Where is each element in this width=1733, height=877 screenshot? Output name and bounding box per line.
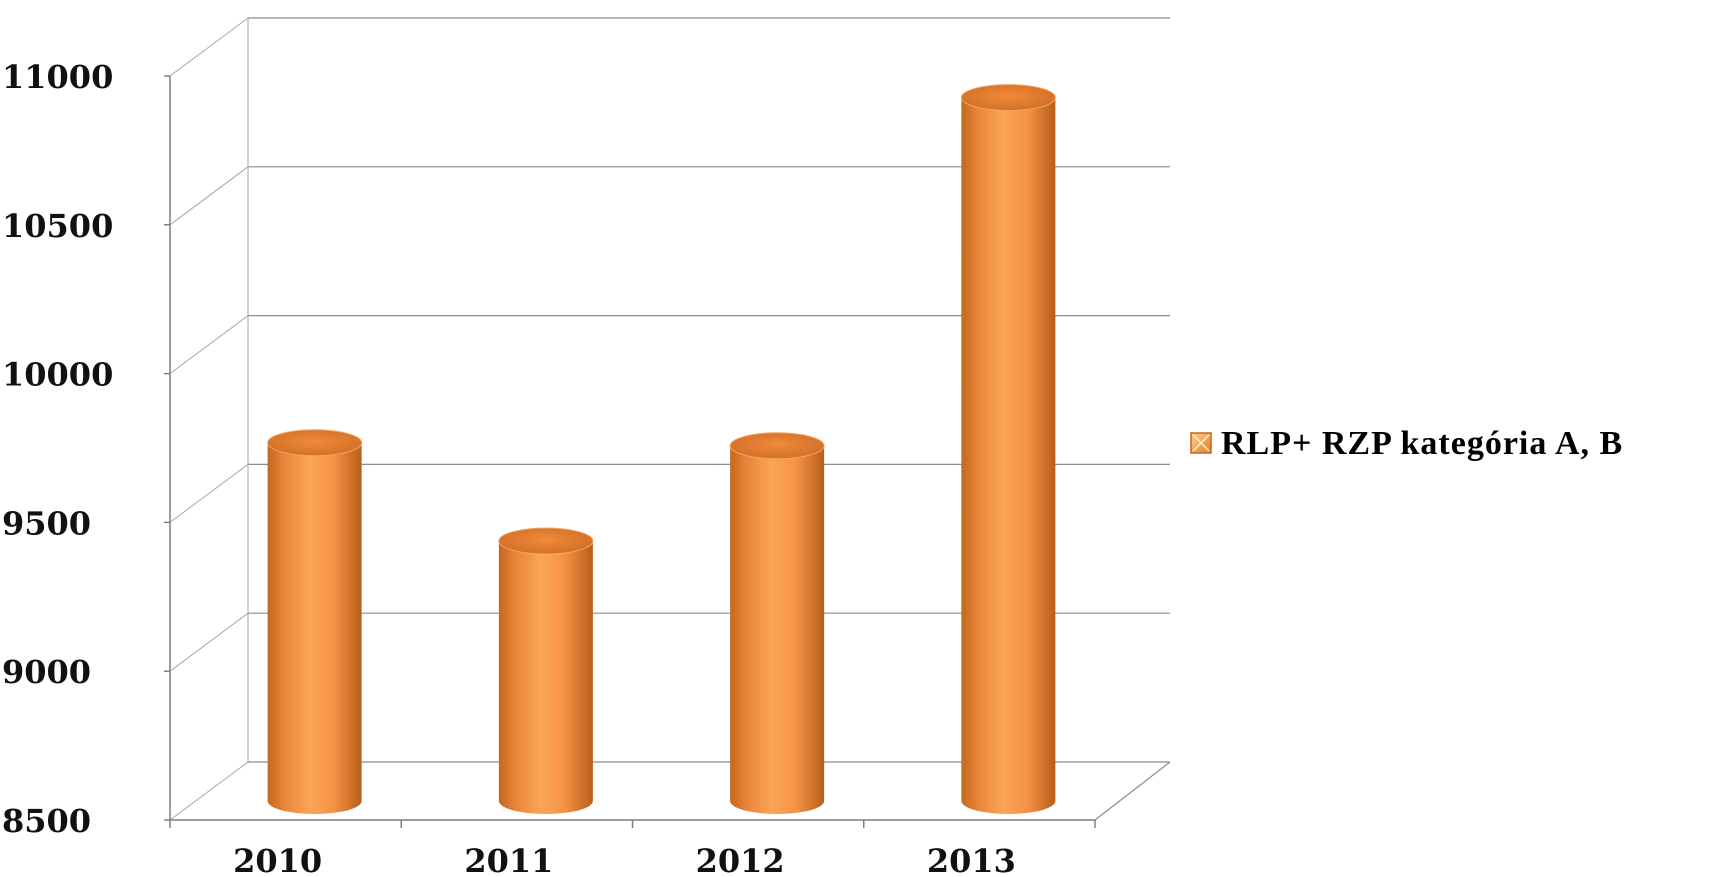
- y-tick-label: 8500: [2, 802, 91, 840]
- gridline-side: [169, 761, 249, 821]
- bar-2011: [498, 527, 594, 814]
- legend-swatch-highlight-2: [1192, 434, 1210, 452]
- bar-body: [267, 442, 362, 814]
- bars: [267, 84, 1056, 815]
- bar-body: [498, 541, 593, 814]
- bar-top: [267, 429, 363, 457]
- x-tick-label: 2012: [696, 842, 785, 877]
- y-tick-label: 11000: [2, 58, 113, 96]
- x-tick-label: 2010: [233, 842, 322, 877]
- gridline-side: [169, 463, 249, 523]
- bar-top: [729, 432, 825, 460]
- bar-top: [498, 527, 594, 555]
- bar-2012: [729, 432, 825, 814]
- gridline-side: [169, 17, 249, 77]
- bar-top: [960, 84, 1056, 112]
- gridline-side: [169, 315, 249, 375]
- x-tick-labels: 2010 2011 2012 2013: [233, 842, 1016, 877]
- y-tick-label: 9000: [2, 653, 91, 691]
- y-tick-label: 10500: [2, 207, 113, 245]
- gridline-side: [169, 612, 249, 672]
- axes: [164, 75, 1096, 828]
- y-tick-labels: 8500 9000 9500 10000 10500 11000: [2, 58, 113, 840]
- legend: RLP+ RZP kategória A, B: [1190, 425, 1623, 462]
- bar-body: [730, 445, 825, 814]
- floor-edge: [1094, 761, 1171, 821]
- bar-2010: [267, 429, 363, 814]
- x-tick-label: 2013: [927, 842, 1016, 877]
- x-tick-label: 2011: [464, 842, 553, 877]
- y-tick-label: 10000: [2, 356, 113, 394]
- legend-label: RLP+ RZP kategória A, B: [1221, 425, 1623, 462]
- y-tick-label: 9500: [2, 504, 91, 542]
- gridline-side: [169, 166, 249, 226]
- bar-body: [961, 97, 1056, 815]
- gridlines: [169, 17, 1171, 821]
- bar-2013: [960, 84, 1056, 815]
